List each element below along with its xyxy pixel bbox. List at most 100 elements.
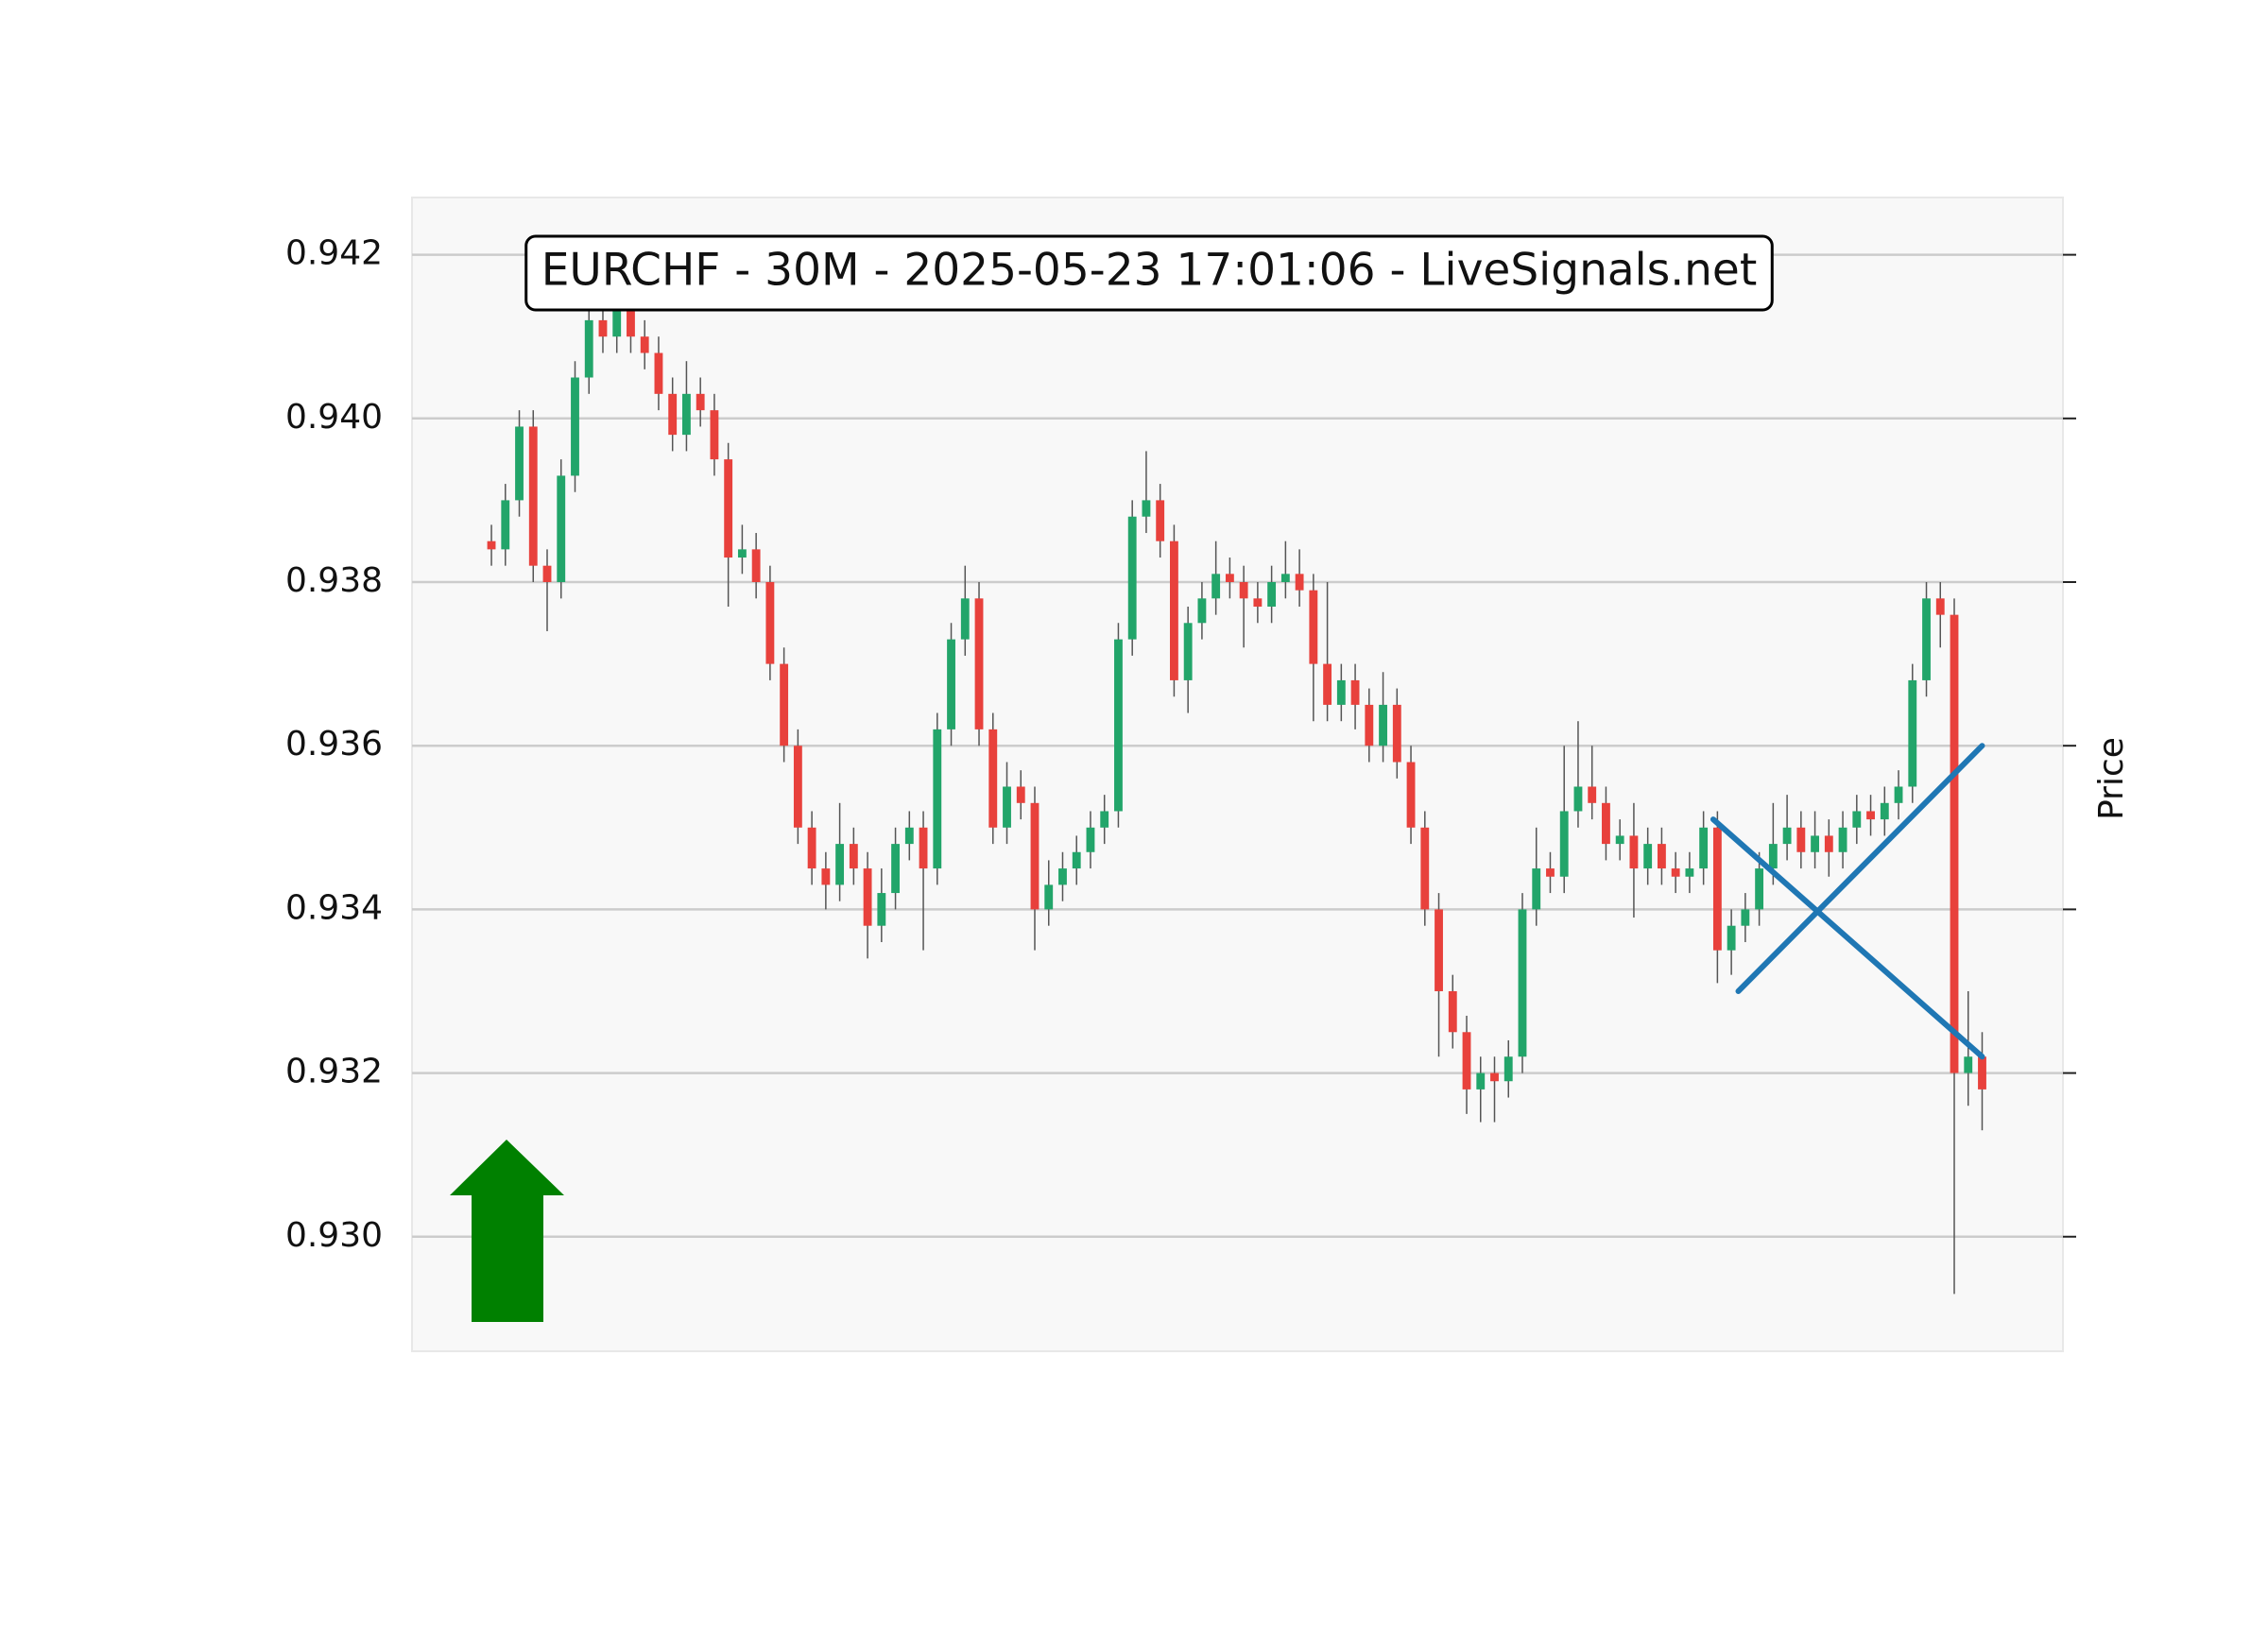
candle-body xyxy=(598,319,608,337)
candle-body xyxy=(1420,827,1430,910)
candle-body xyxy=(904,827,914,845)
candle-body xyxy=(1309,590,1318,664)
candle-body xyxy=(1852,811,1862,828)
candle-body xyxy=(1462,1032,1471,1090)
candle-body xyxy=(1838,827,1847,852)
candle-body xyxy=(863,868,872,926)
candle-body xyxy=(668,393,678,436)
candle-body xyxy=(1114,639,1123,812)
candle-body xyxy=(849,844,858,869)
candle-body xyxy=(1824,835,1833,852)
candle-body xyxy=(1406,762,1416,828)
candle-body xyxy=(1435,909,1443,991)
candle-body xyxy=(1964,1056,1973,1073)
candle-body xyxy=(1588,786,1597,803)
candle-body xyxy=(1573,786,1583,812)
candle-body xyxy=(724,459,733,558)
candle-body xyxy=(1016,786,1025,803)
y-tick-label: 0.936 xyxy=(285,725,383,764)
candle-body xyxy=(1197,598,1207,624)
candle-body xyxy=(1532,868,1541,910)
candle-body xyxy=(1211,574,1221,599)
candle-body xyxy=(1253,598,1263,607)
candle-body xyxy=(1350,679,1360,705)
candle-body xyxy=(1392,704,1401,763)
overlay-lines xyxy=(1710,743,1985,1060)
candle-body xyxy=(1503,1056,1513,1082)
candle-body xyxy=(571,377,579,476)
candle-body xyxy=(919,827,928,869)
candle-body xyxy=(877,893,886,926)
title-frame xyxy=(524,234,1774,312)
candle-body xyxy=(1950,614,1959,1073)
candle-body xyxy=(710,410,719,460)
candle-body xyxy=(1518,909,1527,1057)
candle-body xyxy=(765,582,775,664)
title-box: EURCHF - 30M - 2025-05-23 17:01:06 - Liv… xyxy=(524,234,1774,312)
candle-body xyxy=(1894,786,1903,803)
chart-title: EURCHF - 30M - 2025-05-23 17:01:06 - Liv… xyxy=(541,245,1758,297)
candle-body xyxy=(933,729,942,869)
candle-body xyxy=(1602,802,1610,845)
trend-line xyxy=(1735,743,1985,994)
candle-body xyxy=(557,475,566,582)
candle-body xyxy=(1629,835,1639,869)
candle-body xyxy=(1100,811,1109,828)
candle-body xyxy=(1755,868,1764,910)
candle-body xyxy=(1225,574,1234,582)
candle-body xyxy=(1044,884,1054,910)
candle-body xyxy=(515,426,524,501)
candle-body xyxy=(1379,704,1387,746)
y-tick-label: 0.932 xyxy=(285,1053,383,1091)
candle-body xyxy=(1922,598,1931,680)
candle-body xyxy=(584,319,593,378)
candle-body xyxy=(1448,990,1457,1033)
candle-body xyxy=(1559,811,1569,877)
candle-body xyxy=(1072,851,1081,869)
candle-body xyxy=(696,393,705,411)
candle-body xyxy=(793,746,802,828)
candle-body xyxy=(1615,835,1624,845)
candle-body xyxy=(807,827,816,869)
candle-body xyxy=(1058,868,1067,885)
candle-body xyxy=(1768,844,1778,869)
candle-body xyxy=(1336,679,1346,705)
candle-body xyxy=(974,598,984,729)
candle-body xyxy=(1142,500,1151,517)
candle-body xyxy=(1127,516,1137,640)
candle-body xyxy=(1003,786,1011,828)
candle-body xyxy=(1365,704,1374,746)
candle-body xyxy=(1782,827,1792,845)
candle-body xyxy=(821,868,831,885)
candle-body xyxy=(1796,827,1806,852)
candle-body xyxy=(1811,835,1820,852)
candle-body xyxy=(1030,802,1040,910)
y-tick-label: 0.942 xyxy=(285,234,383,273)
candle-body xyxy=(960,598,970,640)
candle-body xyxy=(528,426,538,566)
candle-body xyxy=(1280,574,1290,582)
candle-body xyxy=(1490,1072,1499,1082)
candle-body xyxy=(891,844,900,894)
candle-body xyxy=(1712,827,1722,951)
candle-body xyxy=(1741,909,1750,926)
candle-body xyxy=(988,729,998,828)
candle-body xyxy=(1239,582,1248,599)
y-axis-label: Price xyxy=(2092,737,2131,820)
candle-body xyxy=(1169,540,1178,680)
candle-body xyxy=(1323,663,1332,705)
candle-body xyxy=(1699,827,1709,869)
candle-body xyxy=(542,565,552,582)
candle-body xyxy=(640,336,649,353)
candle-body xyxy=(1727,925,1736,951)
candle-body xyxy=(682,393,691,436)
candle-body xyxy=(1546,868,1555,877)
candle-body xyxy=(1671,868,1680,877)
candle-body xyxy=(1267,582,1277,607)
candle-body xyxy=(1295,574,1304,591)
candle-body xyxy=(1476,1072,1486,1090)
candle-body xyxy=(947,639,955,729)
y-tick-label: 0.938 xyxy=(285,561,383,600)
candle-body xyxy=(737,549,747,558)
